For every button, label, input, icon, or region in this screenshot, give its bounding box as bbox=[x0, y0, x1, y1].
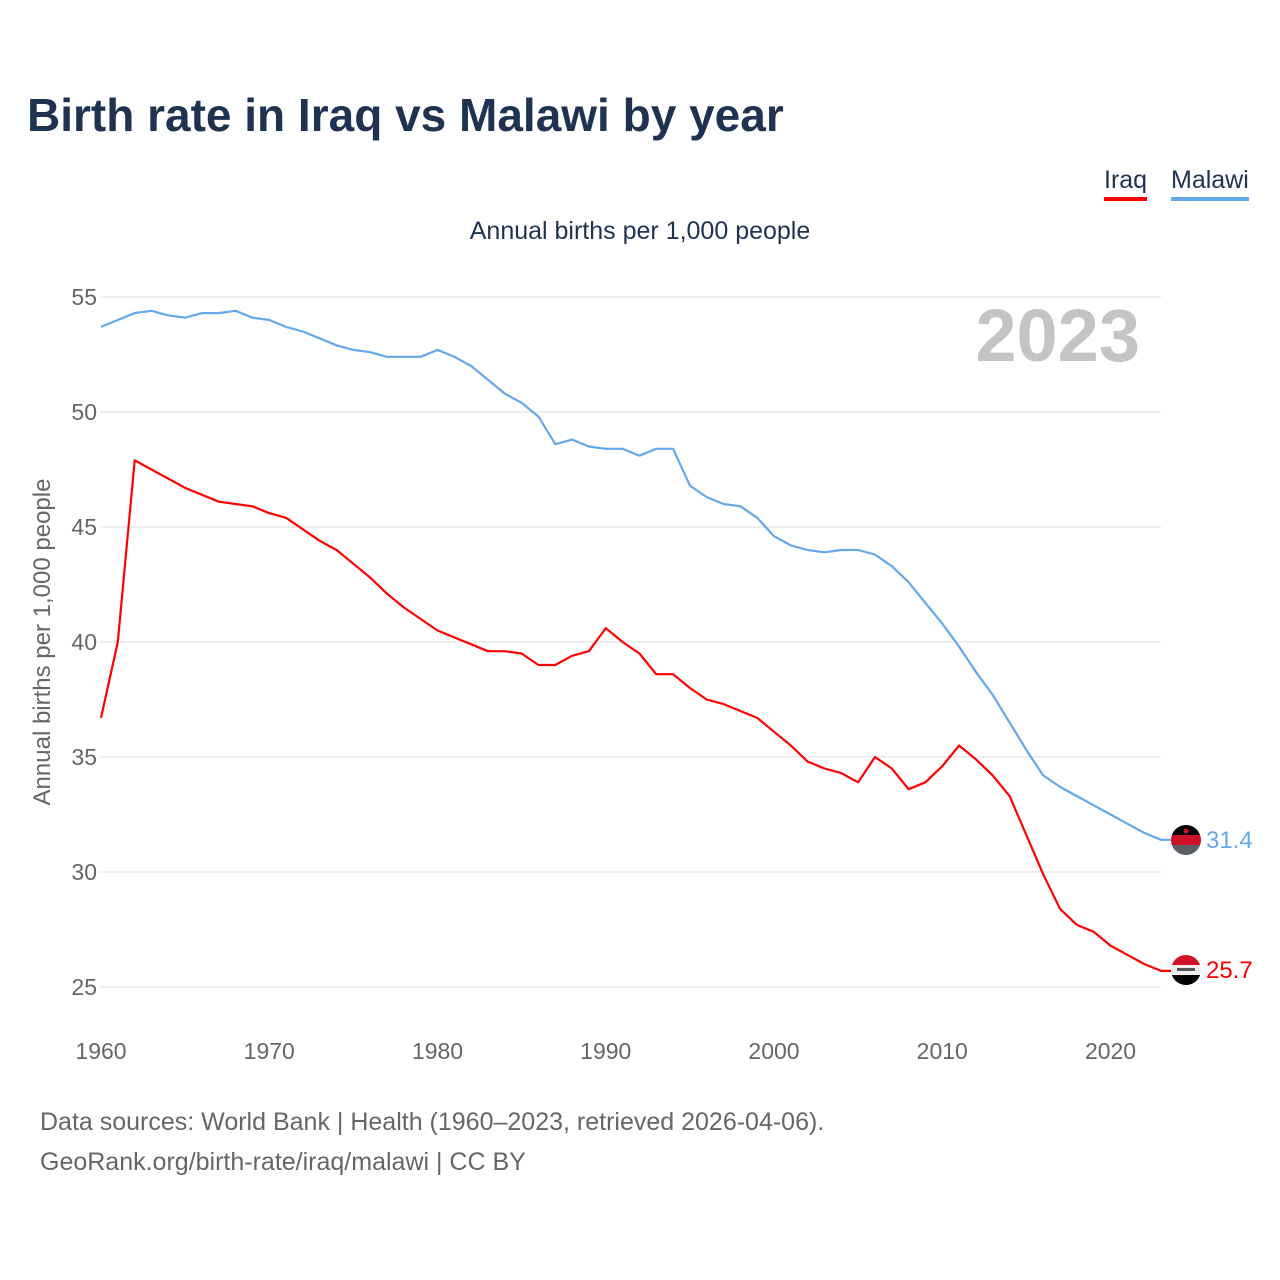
y-tick-label: 25 bbox=[71, 974, 97, 1000]
x-tick-label: 1970 bbox=[244, 1038, 295, 1064]
source-link[interactable]: GeoRank.org/birth-rate/iraq/malawi | CC … bbox=[40, 1148, 526, 1176]
chart-subtitle: Annual births per 1,000 people bbox=[469, 217, 811, 245]
x-tick-label: 1980 bbox=[412, 1038, 463, 1064]
chart-title: Birth rate in Iraq vs Malawi by year bbox=[27, 89, 784, 141]
x-tick-label: 1990 bbox=[580, 1038, 631, 1064]
y-tick-label: 30 bbox=[71, 859, 97, 885]
iraq-flag-icon bbox=[1171, 955, 1201, 985]
legend-malawi[interactable]: Malawi bbox=[1171, 166, 1249, 201]
legend-iraq[interactable]: Iraq bbox=[1104, 166, 1148, 201]
y-axis-label: Annual births per 1,000 people bbox=[29, 479, 56, 806]
x-tick-label: 2000 bbox=[748, 1038, 799, 1064]
y-tick-label: 55 bbox=[71, 284, 97, 310]
y-tick-label: 45 bbox=[71, 514, 97, 540]
year-label: 2023 bbox=[975, 294, 1140, 377]
data-source: Data sources: World Bank | Health (1960–… bbox=[40, 1108, 825, 1136]
y-tick-label: 35 bbox=[71, 744, 97, 770]
malawi-end-label: 31.4 bbox=[1206, 827, 1253, 854]
y-tick-label: 40 bbox=[71, 629, 97, 655]
y-tick-label: 50 bbox=[71, 399, 97, 425]
series-line-iraq bbox=[99, 459, 1171, 973]
malawi-flag-icon bbox=[1171, 825, 1201, 855]
x-tick-label: 2020 bbox=[1085, 1038, 1136, 1064]
series-line-malawi bbox=[100, 309, 1171, 841]
x-tick-label: 1960 bbox=[75, 1038, 126, 1064]
iraq-end-label: 25.7 bbox=[1206, 957, 1253, 984]
x-tick-label: 2010 bbox=[917, 1038, 968, 1064]
